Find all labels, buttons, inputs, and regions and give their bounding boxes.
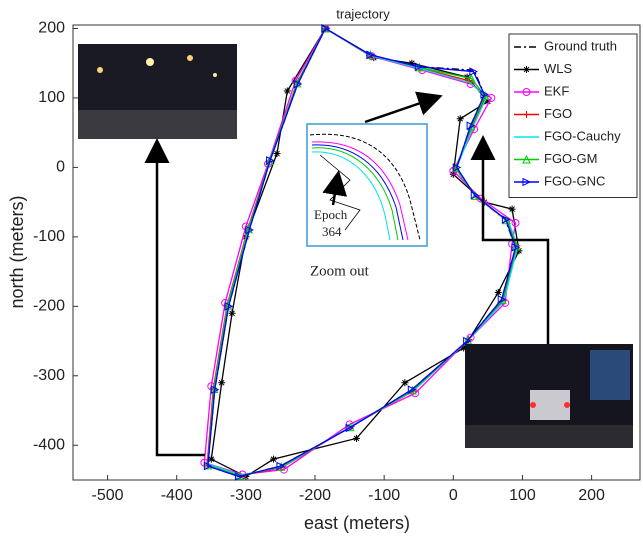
- marker: [245, 225, 254, 235]
- x-tick-label: -500: [92, 487, 124, 504]
- legend-marker: [522, 177, 532, 187]
- x-tick-label: 100: [509, 487, 536, 504]
- marker: [321, 24, 331, 33]
- annotation: 364: [322, 224, 342, 239]
- marker: [353, 434, 360, 442]
- y-tick-label: -100: [33, 228, 65, 245]
- legend-box: [508, 33, 638, 198]
- marker: [456, 115, 464, 123]
- x-tick-label: -200: [299, 487, 331, 504]
- marker: [452, 163, 462, 172]
- marker: [345, 423, 355, 433]
- marker: [407, 385, 417, 395]
- marker: [408, 59, 416, 67]
- x-tick-label: -100: [368, 487, 400, 504]
- legend-label: FGO: [544, 106, 572, 121]
- marker: [266, 156, 275, 165]
- legend-label: FGO-GNC: [544, 173, 605, 188]
- x-tick-label: 0: [449, 487, 458, 504]
- x-tick-label: -400: [161, 487, 193, 504]
- y-tick-label: 0: [56, 159, 65, 176]
- marker: [276, 461, 286, 471]
- marker: [476, 194, 485, 203]
- chart-title: trajectory: [336, 6, 390, 21]
- marker: [469, 67, 478, 76]
- marker: [207, 455, 215, 463]
- photo-night-street: [78, 44, 237, 139]
- marker: [401, 379, 409, 387]
- marker: [210, 385, 220, 395]
- marker: [515, 247, 523, 255]
- marker: [321, 23, 330, 33]
- annotation: Zoom out: [310, 263, 370, 279]
- marker: [508, 205, 516, 213]
- y-tick-label: 100: [38, 89, 65, 106]
- marker: [511, 218, 520, 227]
- marker: [218, 379, 226, 387]
- zoom-inset: [306, 123, 428, 247]
- legend-marker: [523, 111, 530, 118]
- marker: [460, 344, 468, 352]
- y-tick-label: -200: [33, 298, 65, 315]
- legend: Ground truth WLS EKF FGO FGO-Cauchy FGO-GM FGO…: [508, 33, 638, 198]
- marker: [293, 79, 303, 89]
- marker: [224, 302, 234, 311]
- trajectory-line: [207, 27, 517, 478]
- x-tick-label: 200: [578, 487, 605, 504]
- annotation: Epoch: [314, 207, 348, 222]
- marker: [414, 62, 424, 71]
- marker: [273, 150, 281, 158]
- marker: [497, 295, 507, 304]
- photo-night-car: [465, 344, 633, 448]
- marker: [270, 455, 278, 463]
- marker: [234, 472, 244, 481]
- marker: [501, 215, 511, 224]
- marker: [228, 309, 236, 317]
- marker: [484, 97, 492, 105]
- marker: [480, 90, 490, 99]
- legend-label: FGO-Cauchy: [544, 128, 621, 143]
- legend-marker: [522, 154, 531, 164]
- plot-area: [200, 23, 523, 481]
- x-axis-label: east (meters): [304, 513, 410, 533]
- marker: [470, 190, 480, 200]
- marker: [463, 336, 472, 346]
- y-tick-label: -400: [33, 436, 65, 453]
- axes-frame: [72, 24, 641, 481]
- legend-marker: [522, 88, 531, 96]
- marker: [466, 73, 476, 83]
- marker: [203, 461, 213, 471]
- marker: [511, 242, 521, 252]
- legend-label: EKF: [544, 83, 569, 98]
- y-tick-label: -300: [33, 367, 65, 384]
- legend-label: Ground truth: [544, 38, 617, 53]
- legend-label: FGO-GM: [544, 151, 597, 166]
- marker: [366, 50, 375, 60]
- legend-label: WLS: [544, 61, 573, 76]
- y-tick-label: 200: [38, 20, 65, 37]
- arrows: [144, 91, 550, 457]
- x-tick-label: -300: [230, 487, 262, 504]
- y-axis-label: north (meters): [7, 195, 27, 308]
- legend-marker: [523, 66, 530, 73]
- marker: [283, 87, 291, 95]
- marker: [494, 288, 502, 296]
- marker: [466, 121, 476, 131]
